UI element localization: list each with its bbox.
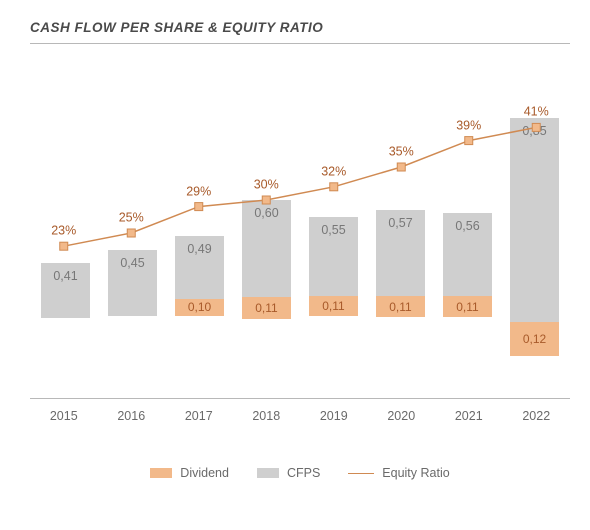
bar-column: 0,45 <box>99 68 166 398</box>
cfps-bar-segment: 0,41 <box>41 263 91 318</box>
x-tick-label: 2021 <box>435 409 503 423</box>
dividend-bar-segment: 0,11 <box>443 296 493 316</box>
chart-title: CASH FLOW PER SHARE & EQUITY RATIO <box>30 20 570 35</box>
equity-ratio-label: 23% <box>51 224 76 238</box>
equity-ratio-label: 29% <box>186 184 211 198</box>
legend-label: CFPS <box>287 466 320 480</box>
cfps-bar-segment: 0,56 <box>443 213 493 296</box>
x-tick-label: 2020 <box>368 409 436 423</box>
x-tick-label: 2017 <box>165 409 233 423</box>
x-axis: 20152016201720182019202020212022 <box>30 399 570 423</box>
legend-swatch <box>257 468 279 478</box>
cfps-bar-segment: 0,45 <box>108 250 158 317</box>
equity-ratio-label: 30% <box>254 178 279 192</box>
cfps-bar-segment: 0,85 <box>510 118 560 323</box>
title-rule <box>30 43 570 44</box>
x-tick-label: 2018 <box>233 409 301 423</box>
legend-label: Dividend <box>180 466 229 480</box>
legend-item-dividend: Dividend <box>150 466 229 480</box>
legend-item-cfps: CFPS <box>257 466 320 480</box>
cfps-bar-segment: 0,55 <box>309 217 359 297</box>
equity-ratio-label: 25% <box>119 211 144 225</box>
equity-ratio-label: 39% <box>456 118 481 132</box>
cfps-bar-segment: 0,49 <box>175 236 225 299</box>
dividend-bar-segment: 0,10 <box>175 299 225 315</box>
legend-line-swatch <box>348 468 374 478</box>
bar-column: 0,490,10 <box>166 68 233 398</box>
x-tick-label: 2015 <box>30 409 98 423</box>
bar-column: 0,570,11 <box>367 68 434 398</box>
dividend-bar-segment: 0,11 <box>376 296 426 317</box>
cfps-bar-segment: 0,57 <box>376 210 426 297</box>
cfps-bar-segment: 0,60 <box>242 200 292 297</box>
dividend-bar-segment: 0,11 <box>242 297 292 319</box>
bar-column: 0,550,11 <box>300 68 367 398</box>
x-tick-label: 2019 <box>300 409 368 423</box>
equity-ratio-label: 32% <box>321 164 346 178</box>
plot-area: 0,410,450,490,100,600,110,550,110,570,11… <box>30 68 570 399</box>
x-tick-label: 2022 <box>503 409 571 423</box>
x-tick-label: 2016 <box>98 409 166 423</box>
legend-item-equity: Equity Ratio <box>348 466 449 480</box>
equity-ratio-label: 35% <box>389 145 414 159</box>
legend-label: Equity Ratio <box>382 466 449 480</box>
bar-column: 0,600,11 <box>233 68 300 398</box>
dividend-bar-segment: 0,12 <box>510 322 560 356</box>
chart: 0,410,450,490,100,600,110,550,110,570,11… <box>30 68 570 438</box>
legend-swatch <box>150 468 172 478</box>
dividend-bar-segment: 0,11 <box>309 296 359 316</box>
equity-ratio-label: 41% <box>524 105 549 119</box>
legend: Dividend CFPS Equity Ratio <box>30 466 570 480</box>
